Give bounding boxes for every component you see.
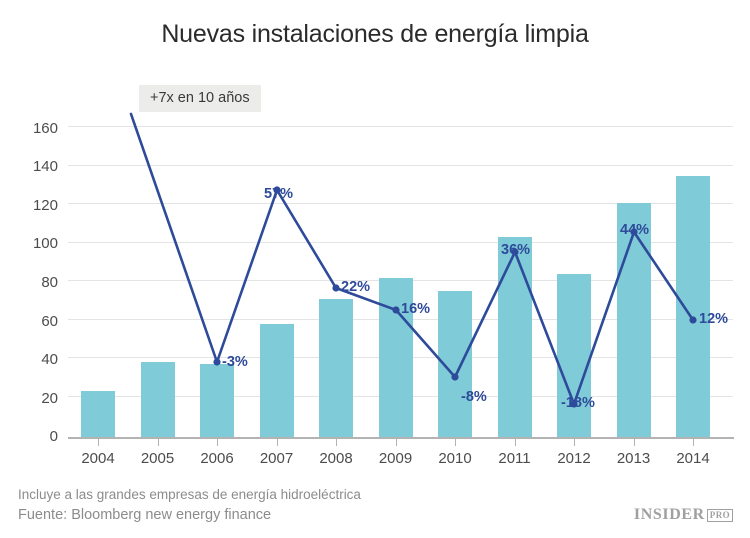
x-tick-2011: [514, 439, 516, 446]
logo-pro-badge: PRO: [706, 508, 733, 522]
x-axis-label-2010: 2010: [438, 450, 472, 467]
x-tick-2005: [157, 439, 159, 446]
x-axis-label-2009: 2009: [378, 450, 413, 467]
y-axis-label-20: 20: [41, 390, 58, 407]
bar-2006[interactable]: [200, 364, 234, 437]
data-label-2013: 44%: [620, 222, 650, 238]
x-tick-2008: [336, 439, 337, 446]
x-tick-2009: [395, 439, 397, 446]
bar-2010[interactable]: [438, 291, 472, 437]
x-axis-label-2013: 2013: [616, 450, 651, 467]
y-axis-label-120: 120: [32, 197, 58, 214]
x-axis-label-2007: 2007: [259, 450, 294, 467]
bar-2012[interactable]: [557, 274, 591, 437]
bar-2013[interactable]: [616, 203, 651, 437]
x-tick-2013: [633, 439, 635, 446]
x-axis-label-2006: 2006: [200, 450, 234, 467]
plot-area: [68, 126, 733, 437]
data-label-2009: 16%: [401, 301, 431, 317]
y-axis-label-60: 60: [41, 313, 58, 330]
bar-2011[interactable]: [497, 237, 532, 437]
data-label-2008: 22%: [341, 279, 371, 295]
x-axis-label-2005: 2005: [140, 450, 175, 467]
source-text: Fuente: Bloomberg new energy finance: [18, 507, 272, 523]
x-tick-2010: [455, 439, 456, 446]
gridline-160: [68, 126, 733, 127]
bar-2005[interactable]: [140, 362, 175, 437]
x-axis-label-2004: 2004: [81, 450, 115, 467]
y-axis-label-160: 160: [32, 120, 58, 137]
x-tick-2007: [276, 439, 278, 446]
x-tick-2012: [574, 439, 575, 446]
bar-2004[interactable]: [81, 391, 115, 437]
logo-wordmark: INSIDER: [633, 506, 705, 523]
chart-footer: Incluye a las grandes empresas de energí…: [18, 485, 361, 525]
x-tick-2004: [98, 439, 99, 446]
data-label-2011: 36%: [501, 242, 531, 258]
x-tick-2014: [693, 439, 694, 446]
data-label-2007: 57%: [264, 186, 294, 202]
page-title: Nuevas instalaciones de energía limpia: [161, 20, 589, 48]
x-axis-line: [68, 437, 734, 439]
y-axis-label-0: 0: [49, 428, 58, 445]
bar-2007[interactable]: [259, 324, 294, 437]
gridline-140: [68, 164, 733, 166]
data-label-2006: -3%: [222, 354, 248, 370]
y-axis-label-100: 100: [32, 235, 58, 252]
footnote-text: Incluye a las grandes empresas de energí…: [18, 487, 361, 502]
x-axis-label-2011: 2011: [498, 450, 531, 467]
y-axis-label-80: 80: [41, 274, 58, 291]
insider-pro-logo: INSIDER PRO: [634, 506, 733, 524]
bar-2014[interactable]: [676, 176, 710, 437]
bar-2008[interactable]: [319, 299, 353, 437]
data-label-2012: -18%: [561, 395, 595, 411]
x-tick-2006: [217, 439, 218, 446]
y-axis-label-140: 140: [32, 158, 58, 175]
data-label-2014: 12%: [699, 311, 729, 327]
y-axis-label-40: 40: [41, 351, 58, 368]
x-axis-label-2012: 2012: [557, 450, 591, 467]
x-axis-label-2008: 2008: [319, 450, 353, 467]
x-axis-label-2014: 2014: [676, 450, 710, 467]
data-label-2010: -8%: [461, 389, 487, 405]
annotation-callout: +7x en 10 años: [139, 85, 261, 112]
